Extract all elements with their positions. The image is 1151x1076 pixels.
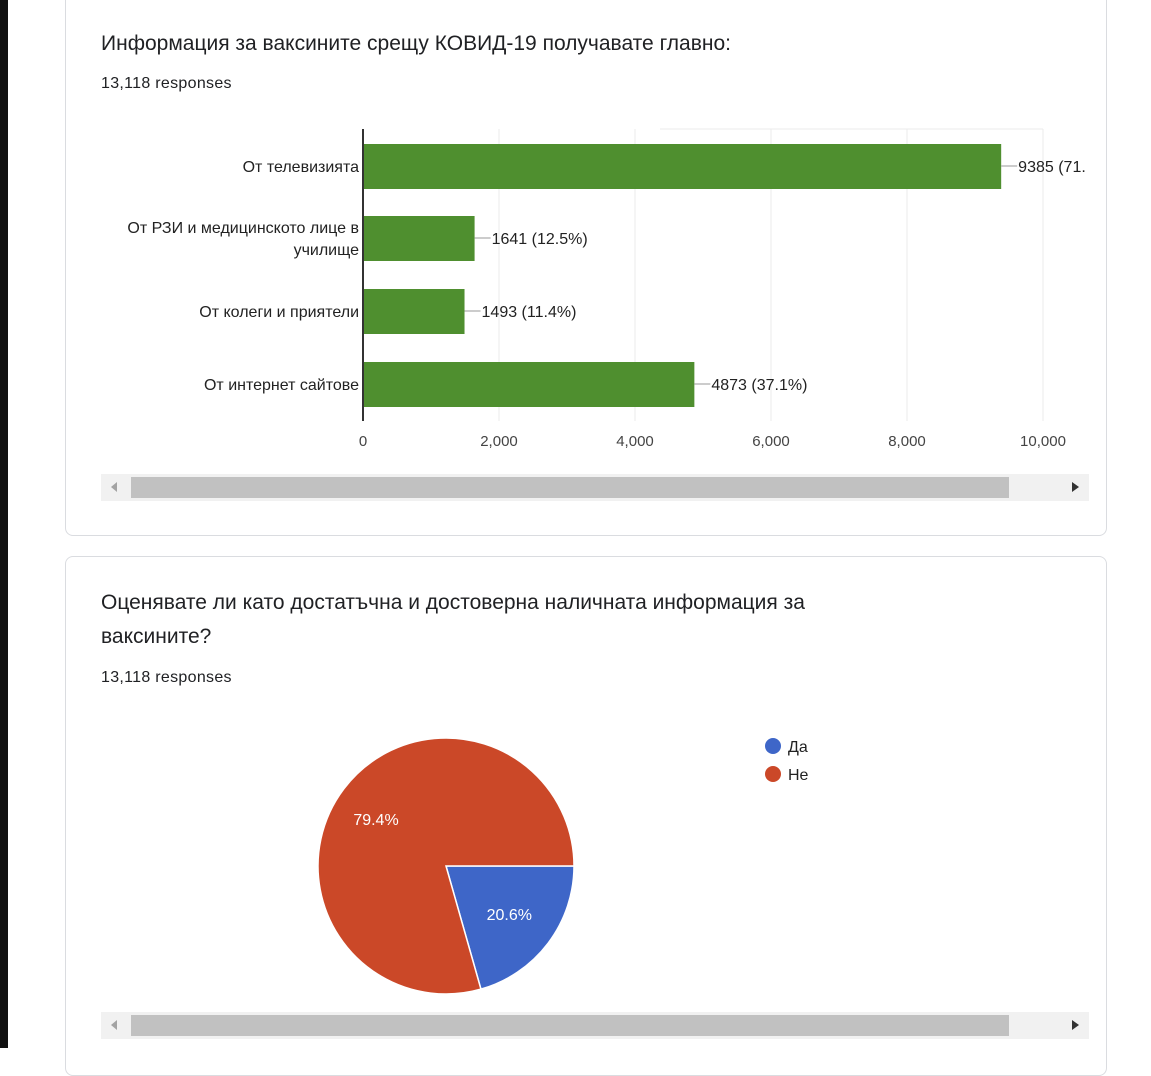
question-title: Оценявате ли като достатъчна и достоверн… bbox=[101, 591, 805, 648]
x-tick-label: 4,000 bbox=[616, 433, 654, 450]
legend-label: Да bbox=[788, 739, 808, 756]
scrollbar-thumb[interactable] bbox=[131, 1015, 1009, 1036]
question-title: Информация за ваксините срещу КОВИД-19 п… bbox=[101, 32, 731, 55]
pie-chart: 20.6% 79.4% Да Не bbox=[317, 737, 809, 995]
data-label: 1641 (12.5%) bbox=[492, 231, 588, 248]
legend-marker bbox=[765, 738, 781, 754]
category-label: От телевизията bbox=[243, 159, 359, 176]
bar-chart: 0 2,000 4,000 6,000 8,000 10,000 9385 (71. От т… bbox=[127, 128, 1086, 450]
slice-label: 79.4% bbox=[353, 812, 398, 829]
scrollbar-thumb[interactable] bbox=[131, 477, 1009, 498]
x-tick-label: 0 bbox=[359, 433, 367, 450]
pie-slice bbox=[445, 865, 575, 991]
category-label: От интернет сайтове bbox=[204, 377, 359, 394]
slice-label: 20.6% bbox=[487, 907, 532, 924]
x-tick-label: 10,000 bbox=[1020, 433, 1066, 450]
pie-slice bbox=[317, 737, 575, 995]
legend-marker bbox=[765, 766, 781, 782]
response-count: 13,118 responses bbox=[101, 75, 232, 92]
horizontal-scrollbar[interactable] bbox=[101, 1012, 1089, 1039]
category-label: От РЗИ и медицинското лице в bbox=[127, 220, 359, 237]
window-edge bbox=[0, 0, 8, 1048]
horizontal-scrollbar[interactable] bbox=[101, 474, 1089, 501]
question-card-1: Информация за ваксините срещу КОВИД-19 п… bbox=[65, 0, 1107, 536]
scroll-right-arrow-icon[interactable] bbox=[1072, 1020, 1079, 1030]
scroll-left-arrow-icon[interactable] bbox=[111, 482, 117, 492]
category-label: От колеги и приятели bbox=[199, 304, 359, 321]
bar bbox=[363, 216, 475, 261]
data-label: 1493 (11.4%) bbox=[482, 304, 577, 321]
data-label: 4873 (37.1%) bbox=[711, 377, 807, 394]
scroll-right-arrow-icon[interactable] bbox=[1072, 482, 1079, 492]
category-label: училище bbox=[294, 242, 360, 259]
bar bbox=[363, 144, 1002, 189]
x-tick-label: 2,000 bbox=[480, 433, 518, 450]
legend-label: Не bbox=[788, 767, 809, 784]
x-tick-label: 6,000 bbox=[752, 433, 790, 450]
data-label: 9385 (71. bbox=[1018, 159, 1086, 176]
response-count: 13,118 responses bbox=[101, 669, 232, 686]
x-tick-label: 8,000 bbox=[888, 433, 926, 450]
bar bbox=[363, 362, 695, 407]
bar bbox=[363, 289, 465, 334]
question-card-2: Оценявате ли като достатъчна и достоверн… bbox=[65, 556, 1107, 1076]
scroll-left-arrow-icon[interactable] bbox=[111, 1020, 117, 1030]
